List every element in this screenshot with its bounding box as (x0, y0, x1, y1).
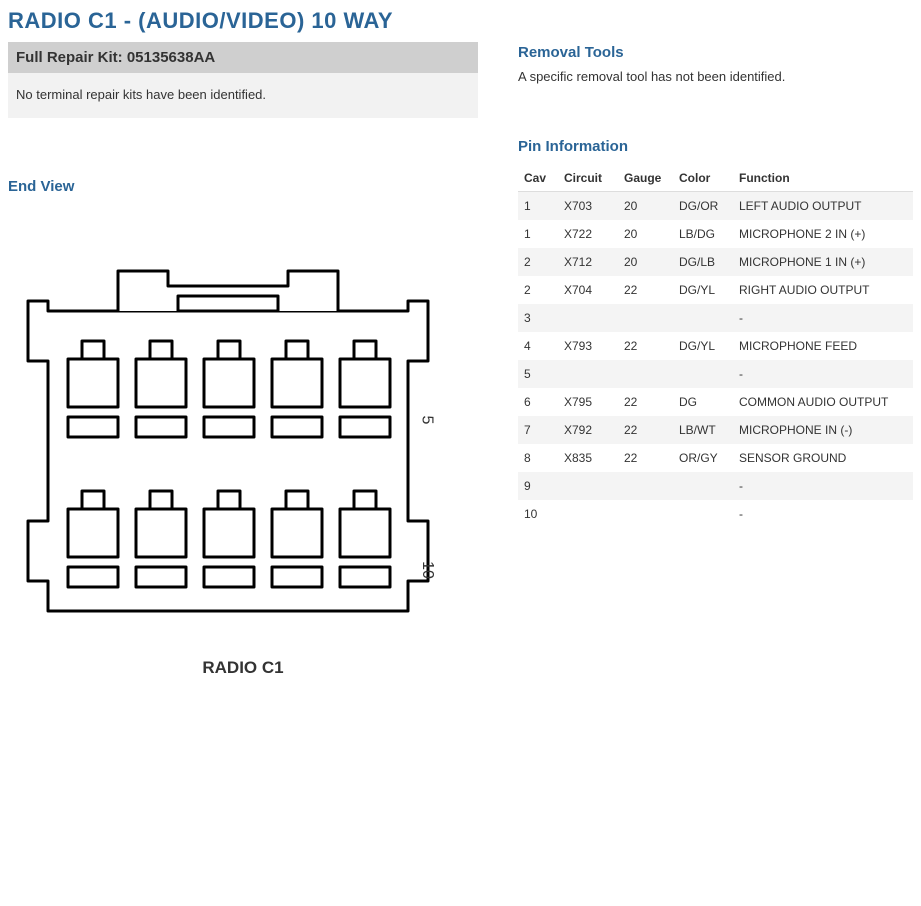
cell-color (673, 500, 733, 528)
table-row: 2X70422DG/YLRIGHT AUDIO OUTPUT (518, 276, 913, 304)
table-row: 8X83522OR/GYSENSOR GROUND (518, 444, 913, 472)
cell-cav: 4 (518, 332, 558, 360)
cell-circuit (558, 304, 618, 332)
cell-color: OR/GY (673, 444, 733, 472)
cell-cav: 5 (518, 360, 558, 388)
cell-color: DG/YL (673, 276, 733, 304)
table-row: 2X71220DG/LBMICROPHONE 1 IN (+) (518, 248, 913, 276)
cell-circuit (558, 472, 618, 500)
col-color: Color (673, 165, 733, 192)
cell-gauge: 22 (618, 332, 673, 360)
cell-color: LB/DG (673, 220, 733, 248)
table-row: 6X79522DGCOMMON AUDIO OUTPUT (518, 388, 913, 416)
cell-circuit: X722 (558, 220, 618, 248)
cell-function: - (733, 472, 913, 500)
cell-function: MICROPHONE 2 IN (+) (733, 220, 913, 248)
cell-circuit (558, 360, 618, 388)
cell-cav: 9 (518, 472, 558, 500)
table-row: 3- (518, 304, 913, 332)
repair-kit-partno: 05135638AA (127, 49, 215, 66)
table-row: 1X72220LB/DGMICROPHONE 2 IN (+) (518, 220, 913, 248)
cell-function: SENSOR GROUND (733, 444, 913, 472)
cell-function: - (733, 500, 913, 528)
cell-function: MICROPHONE FEED (733, 332, 913, 360)
repair-kit-note: No terminal repair kits have been identi… (8, 73, 478, 118)
cell-gauge: 20 (618, 220, 673, 248)
cell-gauge: 20 (618, 248, 673, 276)
table-row: 5- (518, 360, 913, 388)
connector-diagram: 5 10 RADIO C1 (8, 241, 478, 678)
cell-gauge: 22 (618, 444, 673, 472)
cell-cav: 2 (518, 248, 558, 276)
cell-gauge: 22 (618, 276, 673, 304)
cell-cav: 3 (518, 304, 558, 332)
cell-color: DG (673, 388, 733, 416)
cell-color (673, 472, 733, 500)
cell-circuit (558, 500, 618, 528)
cell-color: DG/LB (673, 248, 733, 276)
cell-circuit: X703 (558, 192, 618, 221)
removal-tools-note: A specific removal tool has not been ide… (518, 67, 913, 84)
cell-cav: 1 (518, 220, 558, 248)
cell-cav: 1 (518, 192, 558, 221)
cell-color: DG/OR (673, 192, 733, 221)
cell-color (673, 304, 733, 332)
table-row: 9- (518, 472, 913, 500)
cell-cav: 10 (518, 500, 558, 528)
cell-gauge: 20 (618, 192, 673, 221)
cell-function: COMMON AUDIO OUTPUT (733, 388, 913, 416)
cell-function: - (733, 360, 913, 388)
pin-info-heading: Pin Information (518, 136, 913, 161)
cell-function: MICROPHONE IN (-) (733, 416, 913, 444)
cell-circuit: X704 (558, 276, 618, 304)
pin-number-10: 10 (418, 561, 436, 579)
col-cav: Cav (518, 165, 558, 192)
cell-gauge (618, 472, 673, 500)
cell-function: LEFT AUDIO OUTPUT (733, 192, 913, 221)
table-row: 1X70320DG/ORLEFT AUDIO OUTPUT (518, 192, 913, 221)
connector-svg (8, 241, 438, 641)
end-view-heading: End View (8, 176, 478, 201)
cell-circuit: X792 (558, 416, 618, 444)
cell-function: MICROPHONE 1 IN (+) (733, 248, 913, 276)
pin-info-table: Cav Circuit Gauge Color Function 1X70320… (518, 165, 913, 528)
cell-gauge (618, 360, 673, 388)
cell-gauge (618, 500, 673, 528)
cell-circuit: X835 (558, 444, 618, 472)
cell-cav: 7 (518, 416, 558, 444)
table-row: 10 - (518, 500, 913, 528)
table-header-row: Cav Circuit Gauge Color Function (518, 165, 913, 192)
pin-number-5: 5 (417, 416, 435, 425)
col-function: Function (733, 165, 913, 192)
cell-circuit: X795 (558, 388, 618, 416)
repair-kit-header: Full Repair Kit: 05135638AA (8, 42, 478, 73)
removal-tools-heading: Removal Tools (518, 42, 913, 67)
table-row: 4X79322DG/YLMICROPHONE FEED (518, 332, 913, 360)
cell-cav: 8 (518, 444, 558, 472)
col-circuit: Circuit (558, 165, 618, 192)
diagram-label: RADIO C1 (8, 658, 478, 678)
cell-color: DG/YL (673, 332, 733, 360)
cell-gauge: 22 (618, 416, 673, 444)
cell-circuit: X793 (558, 332, 618, 360)
repair-kit-label: Full Repair Kit: (16, 49, 123, 66)
cell-cav: 6 (518, 388, 558, 416)
cell-cav: 2 (518, 276, 558, 304)
cell-color (673, 360, 733, 388)
cell-function: - (733, 304, 913, 332)
cell-gauge: 22 (618, 388, 673, 416)
cell-color: LB/WT (673, 416, 733, 444)
col-gauge: Gauge (618, 165, 673, 192)
page-title: RADIO C1 - (AUDIO/VIDEO) 10 WAY (8, 4, 913, 42)
cell-gauge (618, 304, 673, 332)
cell-function: RIGHT AUDIO OUTPUT (733, 276, 913, 304)
table-row: 7X79222LB/WTMICROPHONE IN (-) (518, 416, 913, 444)
cell-circuit: X712 (558, 248, 618, 276)
